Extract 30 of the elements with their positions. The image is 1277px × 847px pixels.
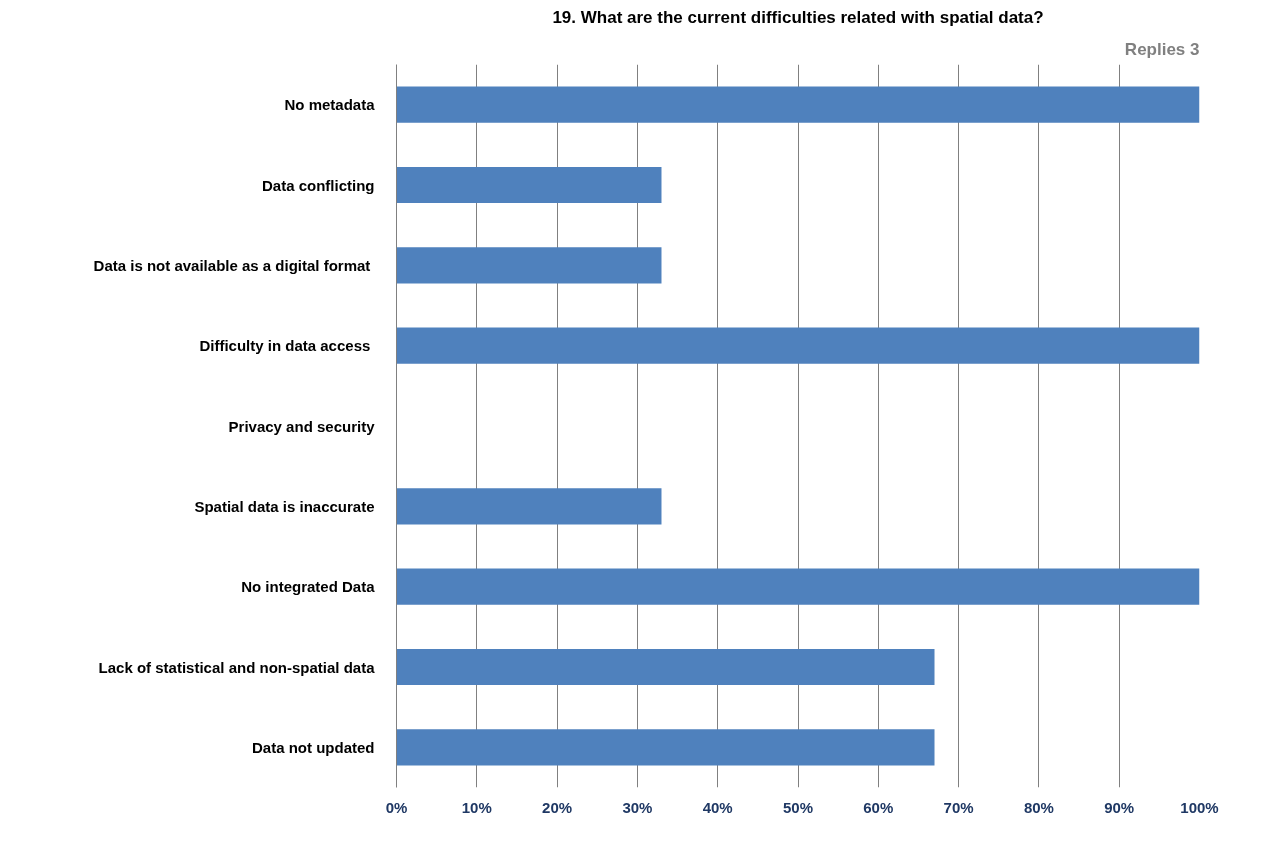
chart-title: 19. What are the current difficulties related with spatial data?: [552, 7, 1044, 27]
x-tick-label: 60%: [863, 798, 894, 816]
x-tick-label: 0%: [385, 798, 408, 816]
y-tick-label: No integrated Data: [241, 578, 376, 596]
x-tick-label: 50%: [782, 798, 814, 816]
bar: [396, 327, 1200, 364]
y-tick-label: Data not updated: [252, 738, 375, 756]
x-tick-label: 30%: [622, 798, 653, 816]
bar: [396, 648, 935, 686]
y-tick-label: Lack of statistical and non-spatial data: [98, 658, 376, 676]
y-tick-label: No metadata: [284, 96, 376, 114]
x-tick-label: 90%: [1104, 798, 1135, 816]
x-tick-label: 20%: [542, 798, 573, 816]
bar: [396, 488, 662, 525]
x-tick-label: 10%: [461, 798, 492, 816]
y-tick-label: Privacy and security: [228, 417, 376, 435]
x-tick-label: 100%: [1180, 798, 1219, 816]
x-tick-label: 80%: [1023, 798, 1054, 816]
x-tick-label: 40%: [702, 798, 733, 816]
x-tick-label: 70%: [943, 798, 974, 816]
y-tick-label: Spatial data is inaccurate: [194, 497, 375, 515]
y-tick-label: Difficulty in data access: [199, 337, 371, 355]
bar: [396, 729, 935, 766]
bar: [396, 166, 662, 204]
text: Replies 3: [1124, 39, 1200, 59]
bar: [396, 568, 1200, 605]
bar: [396, 247, 662, 284]
y-tick-label: Data is not available as a digital format: [93, 256, 371, 274]
y-tick-label: Data conflicting: [261, 176, 375, 194]
bar: [396, 86, 1200, 123]
